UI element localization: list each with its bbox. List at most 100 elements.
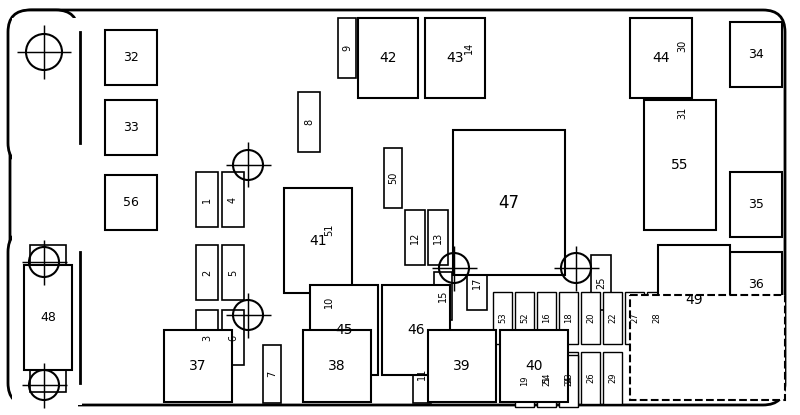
Text: 9: 9	[342, 45, 352, 51]
Bar	[76, 12, 82, 165]
Bar	[164, 330, 232, 402]
Text: 8: 8	[304, 119, 314, 125]
Bar	[298, 92, 320, 152]
Text: 46: 46	[407, 323, 425, 337]
Bar	[428, 210, 448, 265]
Bar	[537, 355, 556, 407]
Bar	[658, 245, 730, 355]
Text: 31: 31	[677, 106, 687, 119]
Text: 48: 48	[40, 311, 56, 324]
Text: 35: 35	[748, 198, 764, 211]
Bar	[105, 100, 157, 155]
Text: 29: 29	[608, 373, 617, 383]
Bar	[12, 18, 78, 177]
Bar	[559, 292, 578, 344]
Text: 28: 28	[652, 312, 661, 323]
Text: 19: 19	[520, 376, 529, 386]
Text: 51: 51	[324, 224, 334, 236]
Text: 11: 11	[417, 368, 427, 380]
Bar	[24, 265, 72, 370]
Bar	[467, 255, 487, 310]
Text: 30: 30	[677, 39, 687, 51]
Bar	[105, 175, 157, 230]
Text: 45: 45	[335, 323, 353, 337]
Text: 34: 34	[748, 48, 764, 61]
Bar	[644, 100, 716, 230]
Text: 56: 56	[123, 196, 139, 209]
Text: 44: 44	[652, 51, 670, 65]
Text: 15: 15	[438, 290, 448, 302]
Text: 14: 14	[464, 42, 474, 54]
Text: 5: 5	[228, 269, 238, 276]
Bar	[76, 232, 82, 405]
Text: 1: 1	[202, 196, 212, 203]
Bar	[303, 330, 371, 402]
Bar	[30, 370, 66, 392]
Text: 16: 16	[542, 312, 551, 323]
Text: 10: 10	[324, 296, 334, 308]
Bar	[358, 18, 418, 98]
Text: 40: 40	[526, 359, 542, 373]
Text: 43: 43	[446, 51, 464, 65]
Text: 53: 53	[498, 312, 507, 323]
Bar	[453, 130, 565, 275]
Text: 6: 6	[228, 334, 238, 341]
Bar	[460, 18, 478, 78]
Bar	[515, 292, 534, 344]
Text: 4: 4	[228, 196, 238, 203]
Bar	[647, 292, 666, 344]
Text: 17: 17	[472, 276, 482, 289]
Bar	[537, 352, 556, 404]
Text: 42: 42	[379, 51, 397, 65]
Bar	[730, 172, 782, 237]
Bar	[222, 310, 244, 365]
Text: 13: 13	[433, 232, 443, 244]
Bar	[428, 330, 496, 402]
Text: 26: 26	[586, 373, 595, 383]
Text: 7: 7	[267, 371, 277, 377]
Bar	[559, 352, 578, 404]
Bar	[672, 18, 692, 73]
Bar	[537, 292, 556, 344]
Bar	[338, 18, 356, 78]
Text: 41: 41	[309, 234, 327, 247]
Bar	[263, 345, 281, 403]
Bar	[630, 295, 785, 400]
Bar	[12, 228, 78, 407]
Bar	[196, 245, 218, 300]
Bar	[382, 285, 450, 375]
Text: 54: 54	[542, 373, 551, 383]
Text: 25: 25	[596, 276, 606, 289]
Bar	[320, 272, 338, 332]
Bar	[515, 355, 534, 407]
Bar	[581, 352, 600, 404]
Bar	[196, 310, 218, 365]
Bar	[196, 172, 218, 227]
Text: 24: 24	[564, 376, 573, 386]
FancyBboxPatch shape	[10, 10, 785, 405]
Text: 50: 50	[388, 172, 398, 184]
Bar	[603, 352, 622, 404]
Bar	[559, 355, 578, 407]
Text: 49: 49	[685, 293, 703, 307]
Bar	[425, 18, 485, 98]
Text: 18: 18	[564, 312, 573, 323]
Bar	[222, 172, 244, 227]
Text: 2: 2	[202, 269, 212, 276]
Text: 20: 20	[586, 313, 595, 323]
Text: 38: 38	[328, 359, 346, 373]
Bar	[603, 292, 622, 344]
Text: 32: 32	[123, 51, 139, 64]
Bar	[630, 18, 692, 98]
Bar	[384, 148, 402, 208]
Bar	[413, 345, 431, 403]
Bar	[30, 245, 66, 267]
Bar	[625, 292, 644, 344]
Text: 22: 22	[608, 313, 617, 323]
Text: 39: 39	[453, 359, 471, 373]
Bar	[591, 255, 611, 310]
Text: 23: 23	[564, 373, 573, 383]
Bar	[222, 245, 244, 300]
Bar	[493, 292, 512, 344]
Bar	[730, 22, 782, 87]
